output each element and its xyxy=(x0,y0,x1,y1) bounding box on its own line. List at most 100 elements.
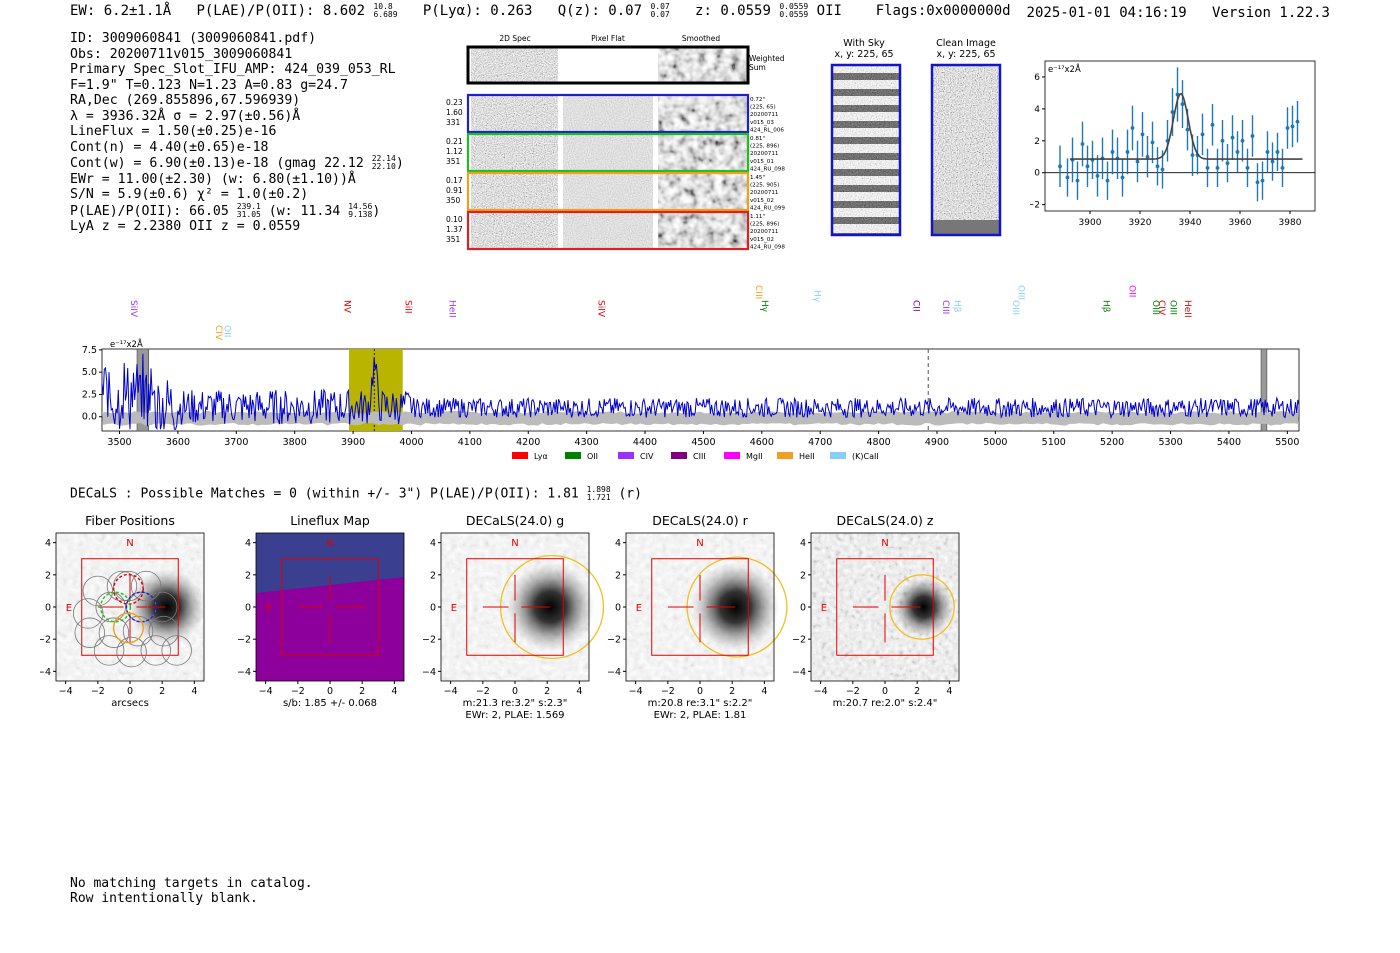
x-tick-label: 5200 xyxy=(1100,437,1124,448)
legend-swatch xyxy=(618,452,634,459)
fiber-meta: 424_RL_006 xyxy=(750,127,784,133)
data-point xyxy=(1245,166,1250,170)
data-point xyxy=(1150,140,1155,145)
x-tick-label: 0 xyxy=(512,686,518,697)
data-point xyxy=(1295,119,1300,124)
col-label-2dspec: 2D Spec xyxy=(499,34,530,43)
x-tick-label: 3940 xyxy=(1179,218,1202,228)
x-tick-label: 4100 xyxy=(458,437,482,448)
x-tick-label: −4 xyxy=(444,686,458,697)
north-label: N xyxy=(126,538,133,549)
fiber-2dspec xyxy=(471,95,558,132)
galaxy xyxy=(129,569,205,645)
plae-header-range: 10.8 6.689 xyxy=(373,2,398,19)
y-tick-label: 0 xyxy=(1034,169,1040,179)
y-tick-label: 2 xyxy=(615,570,621,581)
info-sn: S/N = 5.9(±0.6) χ² = 1.0(±0.2) xyxy=(70,187,309,202)
fiber-circle xyxy=(98,617,130,648)
fiber-circle xyxy=(148,615,179,647)
catalog-line-1: No matching targets in catalog. xyxy=(70,876,313,891)
gaussian-fit-curve xyxy=(1070,92,1303,160)
lineflux-map-blank xyxy=(256,533,404,593)
fiber-meta: 1.11" xyxy=(750,214,765,220)
data-point xyxy=(1290,124,1295,129)
panel-title: DECaLS(24.0) g xyxy=(466,513,564,528)
legend-swatch xyxy=(512,452,528,459)
fiber-2dspec xyxy=(471,134,558,171)
x-tick-label: 4 xyxy=(576,686,582,697)
x-tick-label: −2 xyxy=(476,686,490,697)
emission-line-label: CIII xyxy=(940,300,950,314)
fiber-meta: v015_02 xyxy=(750,198,774,204)
fiber-circle xyxy=(106,570,138,602)
emission-line-label: OIII xyxy=(1150,300,1160,315)
fiber-meta: 0.81" xyxy=(750,136,765,142)
x-tick-label: 5500 xyxy=(1275,437,1299,448)
emission-line-label: CIV xyxy=(213,325,223,341)
y-tick-label: 2 xyxy=(245,570,251,581)
panel-caption: arcsecs xyxy=(111,698,149,709)
detection-info: ID: 3009060841 (3009060841.pdf) Obs: 202… xyxy=(70,31,404,235)
fiber-highlight xyxy=(100,591,132,623)
data-point xyxy=(1220,138,1225,143)
x-tick-label: 3700 xyxy=(224,437,248,448)
fiber-smoothed xyxy=(658,173,748,210)
decals-header: DECaLS : Possible Matches = 0 (within +/… xyxy=(70,485,642,502)
info-plae: P(LAE)/P(OII): 66.05 239.1 31.05 (w: 11.3… xyxy=(70,201,381,219)
y-tick-label: −4 xyxy=(422,667,436,678)
x-tick-label: 4700 xyxy=(808,437,832,448)
full-spectrum-plot: 3500 3600 3700 3800 3900 4000 4100 4200 4300 4400… xyxy=(82,338,1300,461)
emission-line-label: SiIV xyxy=(595,300,605,318)
fiber-frame xyxy=(466,93,750,134)
data-point xyxy=(1080,142,1085,146)
y-tick-label: 0 xyxy=(45,603,51,614)
fiber-circle xyxy=(116,636,147,668)
data-point xyxy=(1230,135,1235,140)
fiber-circle xyxy=(95,591,126,623)
q-range: 0.07 0.07 xyxy=(650,2,670,19)
with-sky-coords: x, y: 225, 65 xyxy=(834,49,893,60)
y-tick-label: 2.5 xyxy=(82,389,97,400)
x-tick-label: 4300 xyxy=(575,437,599,448)
east-label: E xyxy=(66,603,72,614)
catalog-note: No matching targets in catalog. Row inte… xyxy=(70,876,313,906)
emission-line-label: Hγ xyxy=(759,300,769,313)
weighted-sum-label: Weighted xyxy=(749,54,785,63)
info-contw: Cont(w) = 6.90(±0.13)e-18 (gmag 22.12 22… xyxy=(70,154,404,172)
fiber-frame xyxy=(466,132,750,173)
version: Version 1.22.3 xyxy=(1211,5,1330,21)
fiber-highlight xyxy=(112,573,144,605)
north-label: N xyxy=(511,538,518,549)
emission-line-label: SiIV xyxy=(128,300,138,318)
north-label: N xyxy=(696,538,703,549)
info-ewr: EWr = 11.00(±2.30) (w: 6.80(±1.10))Å xyxy=(70,171,356,187)
clean-image-title: Clean Image xyxy=(936,38,996,49)
y-tick-label: 7.5 xyxy=(82,345,97,356)
ew-value: EW: 6.2±1.1Å xyxy=(70,3,172,19)
x-tick-label: −4 xyxy=(59,686,73,697)
info-obs: Obs: 20200711v015_3009060841 xyxy=(70,46,293,62)
fiber-highlight xyxy=(112,612,144,644)
fiber-smoothed xyxy=(658,134,748,171)
x-tick-label: 2 xyxy=(729,686,735,697)
legend-swatch xyxy=(777,452,793,459)
fiber-meta: 424_RU_098 xyxy=(750,166,785,172)
fiber-frame xyxy=(466,171,750,212)
fiber-smoothed xyxy=(658,212,748,249)
fiber-meta: v015_01 xyxy=(750,159,774,165)
x-tick-label: 2 xyxy=(544,686,550,697)
decals-panel: DECaLS(24.0) r N E −4 −2 0 2 4 4 2 0 −2 −4 m:20.8 re:… xyxy=(607,513,788,721)
x-tick-label: 5300 xyxy=(1158,437,1182,448)
x-tick-label: −4 xyxy=(814,686,828,697)
x-tick-label: 5400 xyxy=(1217,437,1241,448)
x-tick-label: 2 xyxy=(914,686,920,697)
emission-line-label: OIII xyxy=(1168,300,1178,315)
fiber-stat: 0.91 xyxy=(446,186,463,195)
x-tick-label: 4 xyxy=(761,686,767,697)
timestamp-version: 2025-01-01 04:16:19 Version 1.22.3 xyxy=(1027,5,1330,21)
emission-line-label: Hβ xyxy=(1100,300,1110,313)
info-fline: F=1.9" T=0.123 N=1.23 A=0.83 g=24.7 xyxy=(70,77,348,93)
fiber-stat: 0.21 xyxy=(446,137,463,146)
